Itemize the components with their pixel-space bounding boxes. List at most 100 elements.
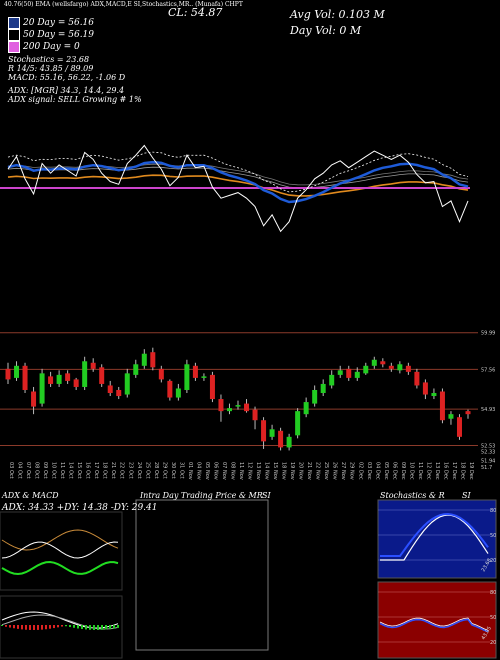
adx-panel-frame xyxy=(0,511,123,591)
date-label: 25 Oct xyxy=(144,462,150,479)
date-label: 08 Nov xyxy=(229,462,235,480)
macd-histogram-bar xyxy=(97,625,99,630)
macd-histogram-bar xyxy=(73,625,75,628)
candle-body xyxy=(150,352,156,368)
ema50-label: 50 Day = 56.19 xyxy=(23,30,95,40)
candlesticks xyxy=(5,347,471,451)
macd-histogram-bar xyxy=(33,625,35,630)
date-label: 13 Nov xyxy=(255,462,261,480)
candle-body xyxy=(90,362,96,369)
macd-histogram-bar xyxy=(89,625,91,630)
macd-line xyxy=(1,611,119,629)
date-label: 16 Oct xyxy=(85,462,91,479)
date-label: 24 Oct xyxy=(136,462,142,479)
candle-body xyxy=(226,408,232,412)
date-label: 25 Nov xyxy=(323,462,329,480)
rsi-tick-label: 80 xyxy=(490,590,496,596)
close-price-line xyxy=(7,144,469,233)
macd-histogram-bar xyxy=(69,625,71,628)
macd-panel-frame xyxy=(0,595,123,659)
adx-macd-title: ADX & MACD xyxy=(2,491,59,500)
ema20-line xyxy=(7,160,469,204)
rsi-value: R 14/5: 43.85 / 89.09 xyxy=(8,64,94,73)
intraday-panel-frame xyxy=(135,499,269,651)
macd-histogram-bar xyxy=(49,625,51,629)
candle-body xyxy=(235,405,241,407)
intraday-title: Intra Day Trading Price & MR xyxy=(140,491,263,500)
date-label: 14 Nov xyxy=(264,462,270,480)
macd-histogram-bar xyxy=(29,625,31,630)
stoch-tick-label: 50 xyxy=(490,533,496,539)
macd-signal-line xyxy=(1,614,119,630)
date-label: 21 Nov xyxy=(306,462,312,480)
day-volume: Day Vol: 0 M xyxy=(290,24,362,37)
candle-body xyxy=(303,402,309,415)
candle-body xyxy=(346,368,352,378)
candle-body xyxy=(414,371,420,386)
candle-body xyxy=(73,379,79,387)
candle-body xyxy=(244,403,250,412)
candle-body xyxy=(439,391,445,421)
candle-body xyxy=(405,365,411,372)
date-label: 14 Oct xyxy=(68,462,74,479)
date-label: 11 Oct xyxy=(59,462,65,479)
plus-di-line xyxy=(1,560,119,576)
stochastics-value: Stochastics = 23.68 xyxy=(8,55,90,64)
candle-body xyxy=(201,376,207,378)
price-level-label: 57.56 xyxy=(481,367,495,373)
macd-histogram-bar xyxy=(65,625,67,627)
date-label: 05 Dec xyxy=(383,462,389,480)
candle-body xyxy=(422,382,428,395)
macd-histogram-bar xyxy=(57,625,59,628)
adx-panel-values: ADX: 34.33 +DY: 14.38 -DY: 29.41 xyxy=(2,503,158,513)
candle-body xyxy=(48,376,54,384)
candle-body xyxy=(354,371,360,378)
date-label: 29 Oct xyxy=(161,462,167,479)
date-label: 12 Nov xyxy=(247,462,253,480)
date-label: 09 Dec xyxy=(400,462,406,480)
candle-body xyxy=(39,373,45,404)
candle-body xyxy=(209,374,215,400)
macd-histogram-bar xyxy=(5,625,7,627)
candle-body xyxy=(465,411,471,415)
candle-body xyxy=(65,373,71,381)
stoch-panel-frame xyxy=(377,499,497,579)
minus-di-line xyxy=(1,541,119,559)
ema200-swatch xyxy=(8,41,20,53)
date-label: 06 Dec xyxy=(391,462,397,480)
macd-histogram-bar xyxy=(53,625,55,629)
stoch-tick-label: 20 xyxy=(490,558,496,564)
candle-body xyxy=(99,367,105,384)
adx-signal: ADX signal: SELL Growing # 1% xyxy=(8,95,142,104)
candle-body xyxy=(269,429,275,437)
date-label: 04 Dec xyxy=(374,462,380,480)
ema20-label: 20 Day = 56.16 xyxy=(23,18,95,28)
legend-ema50: 50 Day = 56.19 xyxy=(8,29,94,41)
date-label: 03 Dec xyxy=(366,462,372,480)
date-label: 26 Nov xyxy=(332,462,338,480)
legend-ema20: 20 Day = 56.16 xyxy=(8,17,94,29)
macd-histogram-bar xyxy=(37,625,39,630)
date-label: 18 Nov xyxy=(281,462,287,480)
candle-body xyxy=(56,374,62,384)
date-label: 30 Oct xyxy=(170,462,176,479)
date-label: 03 Oct xyxy=(8,462,14,479)
price-level-label: 52.33 xyxy=(481,449,495,455)
macd-histogram-bar xyxy=(61,625,63,627)
macd-histogram-bar xyxy=(117,625,119,628)
rsi-blue-line xyxy=(379,618,489,633)
candle-body xyxy=(363,365,369,374)
candle-body xyxy=(278,430,284,448)
ema-lines xyxy=(0,144,470,233)
price-level-label: 52.53 xyxy=(481,443,495,449)
macd-histogram-bar xyxy=(105,625,107,630)
candle-body xyxy=(286,436,292,448)
macd-histogram-bar xyxy=(13,625,15,629)
date-label: 22 Nov xyxy=(315,462,321,480)
date-label: 05 Nov xyxy=(204,462,210,480)
date-label: 21 Oct xyxy=(110,462,116,479)
date-label: 28 Oct xyxy=(153,462,159,479)
candle-body xyxy=(371,359,377,366)
legend-ema200: 200 Day = 0 xyxy=(8,41,80,53)
